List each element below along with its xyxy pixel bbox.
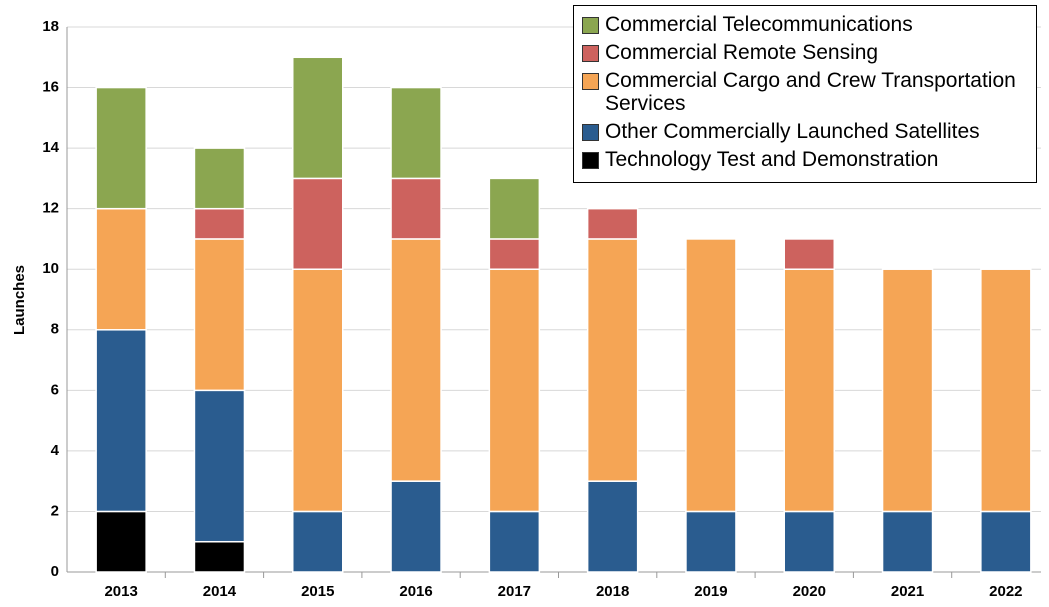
bar-segment [488, 177, 541, 240]
bar-segment [292, 268, 344, 513]
legend-item: Other Commercially Launched Satellites [582, 120, 1030, 143]
legend-swatch [582, 45, 599, 62]
y-tick-label: 8 [51, 321, 59, 338]
bar-segment [193, 540, 246, 573]
bar-segment [980, 510, 1032, 573]
legend-item: Technology Test and Demonstration [582, 148, 1030, 171]
y-axis-label: Launches [11, 265, 28, 335]
bar-segment [95, 329, 147, 513]
x-tick-label: 2018 [596, 583, 629, 600]
bar-segment [783, 238, 835, 270]
bar-segment [586, 480, 639, 573]
bar-segment [685, 510, 737, 573]
y-tick-label: 0 [51, 563, 59, 580]
bar-segment [292, 177, 344, 270]
bar-segment [95, 86, 147, 210]
bar-segment [193, 207, 246, 240]
x-tick-label: 2015 [301, 583, 334, 600]
y-tick-label: 12 [42, 200, 59, 217]
legend-label: Commercial Cargo and Crew Transportation… [605, 69, 1016, 115]
legend-label: Technology Test and Demonstration [605, 148, 939, 171]
legend: Commercial Telecommunications Commercial … [573, 5, 1037, 183]
bar-segment [488, 238, 541, 270]
x-tick-label: 2017 [498, 583, 531, 600]
legend-item: Commercial Remote Sensing [582, 41, 1030, 64]
legend-label: Other Commercially Launched Satellites [605, 120, 980, 143]
legend-label: Commercial Telecommunications [605, 13, 913, 36]
legend-label: Commercial Remote Sensing [605, 41, 879, 64]
x-tick-label: 2022 [989, 583, 1022, 600]
y-tick-label: 2 [51, 502, 59, 519]
bar-segment [292, 510, 344, 573]
x-tick-label: 2020 [793, 583, 826, 600]
bar-segment [488, 268, 541, 513]
x-tick-label: 2013 [104, 583, 137, 600]
legend-item: Commercial Telecommunications [582, 13, 1030, 36]
x-tick-label: 2021 [891, 583, 924, 600]
bar-segment [193, 147, 246, 210]
bar-segment [488, 510, 541, 573]
bar-segment [193, 389, 246, 543]
bar-segment [783, 268, 835, 513]
legend-swatch [582, 124, 599, 141]
legend-item: Commercial Cargo and Crew Transportation… [582, 69, 1030, 115]
legend-swatch [582, 17, 599, 34]
bar-segment [390, 238, 442, 482]
x-tick-label: 2019 [694, 583, 727, 600]
legend-swatch [582, 73, 599, 90]
y-tick-label: 18 [42, 18, 59, 35]
bar-segment [881, 510, 934, 573]
bar-segment [390, 86, 442, 180]
bar-segment [95, 510, 147, 573]
bar-segment [586, 207, 639, 240]
bar-segment [390, 480, 442, 573]
bar-segment [783, 510, 835, 573]
legend-swatch [582, 152, 599, 169]
bar-segment [980, 268, 1032, 513]
x-tick-label: 2014 [203, 583, 237, 600]
y-tick-label: 14 [42, 139, 59, 156]
bar-segment [193, 238, 246, 392]
bar-segment [390, 177, 442, 240]
x-tick-label: 2016 [399, 583, 432, 600]
bar-segment [586, 238, 639, 482]
y-tick-label: 4 [51, 442, 60, 459]
bar-segment [881, 268, 934, 513]
bar-segment [292, 56, 344, 180]
bar-segment [95, 207, 147, 331]
y-tick-label: 16 [42, 79, 59, 96]
y-tick-label: 10 [42, 260, 59, 277]
bar-segment [685, 238, 737, 513]
y-tick-label: 6 [51, 381, 59, 398]
